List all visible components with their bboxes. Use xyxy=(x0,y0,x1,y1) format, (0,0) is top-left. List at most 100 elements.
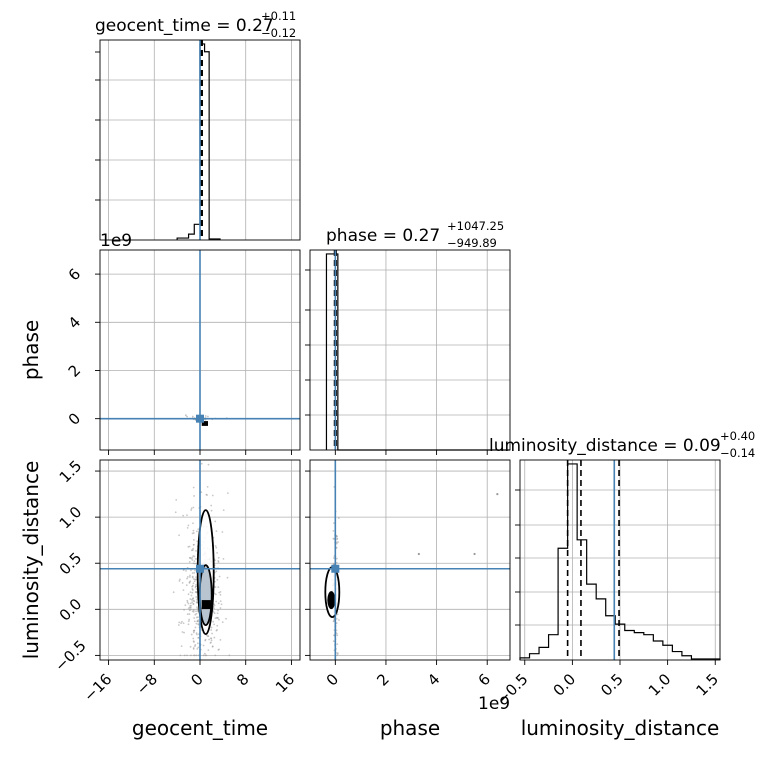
sample-point xyxy=(207,649,210,652)
histogram-bin xyxy=(530,654,540,660)
x-tick-label: 0 xyxy=(323,670,342,689)
y-tick-label: 6 xyxy=(65,265,84,284)
sample-point xyxy=(215,570,218,573)
histogram-bin xyxy=(663,645,673,660)
sample-point xyxy=(187,602,190,605)
sample-point xyxy=(335,561,338,564)
sample-point xyxy=(193,629,196,632)
sample-point xyxy=(185,569,187,572)
sample-point xyxy=(180,622,182,625)
ylabel-phase: phase xyxy=(19,320,43,380)
sample-point xyxy=(333,634,335,637)
sample-point xyxy=(192,532,195,534)
sample-point xyxy=(207,463,210,466)
sample-point xyxy=(192,602,195,605)
sample-point xyxy=(216,578,219,581)
sample-point xyxy=(178,621,181,624)
x-tick-label: 4 xyxy=(424,670,443,689)
sample-point xyxy=(189,606,192,609)
sample-point xyxy=(215,546,218,549)
sample-point xyxy=(196,598,198,601)
sample-point xyxy=(196,609,199,611)
sample-point xyxy=(219,593,222,596)
sample-point xyxy=(217,586,220,589)
title-lumdist: luminosity_distance = 0.09 xyxy=(489,436,721,456)
sample-point xyxy=(210,629,213,631)
sample-point xyxy=(197,623,200,626)
sample-point xyxy=(209,642,212,644)
sample-point xyxy=(203,652,206,655)
sample-point xyxy=(177,624,180,626)
sample-point xyxy=(214,654,217,657)
sample-point xyxy=(336,557,338,560)
sample-point xyxy=(183,631,185,634)
sample-point xyxy=(217,602,220,605)
sample-point xyxy=(190,633,193,636)
sample-point xyxy=(192,543,195,546)
sample-point xyxy=(208,638,211,641)
panel-scatter-lumdist-phase: 0 2 4 6 xyxy=(305,459,511,690)
sample-point xyxy=(195,596,198,598)
sample-point xyxy=(174,511,177,514)
ylabel-lumdist: luminosity_distance xyxy=(19,461,43,660)
truth-marker xyxy=(331,564,340,573)
sample-point xyxy=(226,576,229,579)
sample-point xyxy=(192,506,195,509)
sample-point xyxy=(193,495,195,497)
sample-point xyxy=(202,654,205,657)
sample-point xyxy=(195,530,198,533)
sample-point xyxy=(195,578,197,581)
sample-point xyxy=(192,609,195,612)
sample-point xyxy=(195,654,198,657)
title-phase: phase = 0.27 xyxy=(326,226,440,246)
sample-point xyxy=(196,601,199,604)
histogram-bin xyxy=(205,52,210,240)
sample-point xyxy=(336,654,338,657)
sample-point xyxy=(196,540,199,543)
histogram-bars xyxy=(325,253,510,451)
sample-point xyxy=(473,552,476,556)
sample-point xyxy=(182,622,185,625)
sample-point xyxy=(213,636,216,639)
sample-point xyxy=(192,529,195,532)
sample-point xyxy=(189,574,191,577)
sample-point xyxy=(197,646,200,649)
sample-point xyxy=(332,640,335,643)
sample-point xyxy=(191,549,194,551)
sample-point xyxy=(189,598,192,600)
sample-point xyxy=(216,617,219,620)
density-peak xyxy=(201,600,211,610)
sample-point xyxy=(194,569,196,572)
sample-point xyxy=(191,559,194,561)
sample-point xyxy=(212,611,215,613)
sample-point xyxy=(336,643,339,646)
sample-point xyxy=(496,493,499,496)
histogram-bin xyxy=(577,540,587,660)
sample-point xyxy=(222,557,225,560)
sample-point xyxy=(192,547,195,550)
sample-point xyxy=(192,610,195,613)
sample-point xyxy=(193,560,196,563)
sample-point xyxy=(212,620,215,623)
histogram-bin xyxy=(682,656,692,660)
sample-point xyxy=(214,586,217,588)
panel-hist-geocent xyxy=(95,39,301,241)
axes-frame xyxy=(99,39,301,241)
sample-point xyxy=(216,624,219,627)
sample-point xyxy=(185,584,188,587)
panel-scatter-lumdist-geocent: −16 −8 0 8 16 −0.5 0.0 0.5 1.0 1.5 xyxy=(51,457,301,705)
contour-inner xyxy=(327,591,336,610)
sample-point xyxy=(216,612,219,615)
histogram-bin xyxy=(587,584,597,660)
sample-point xyxy=(225,617,227,620)
y-tick-label: 0.5 xyxy=(56,549,86,579)
histogram-bin xyxy=(672,652,682,660)
histogram-bin xyxy=(189,234,195,240)
sample-point xyxy=(197,642,199,645)
sample-point xyxy=(191,585,193,588)
sample-point xyxy=(181,631,184,633)
sample-point xyxy=(195,550,197,552)
sample-point xyxy=(179,654,182,657)
sample-point xyxy=(336,537,339,540)
sample-point xyxy=(218,648,220,651)
